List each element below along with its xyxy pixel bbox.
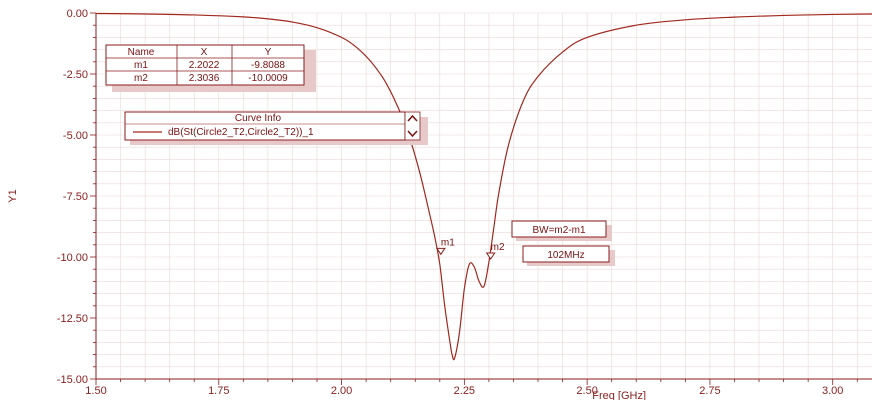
y-tick-label: -5.00 [63, 130, 88, 142]
marker-table[interactable]: Name X Y m1 2.2022 -9.8088 m2 2.3036 -10… [105, 44, 316, 92]
table-cell: -10.0009 [248, 73, 288, 84]
marker-table-frame [105, 44, 305, 86]
y-axis-label: Y1 [7, 189, 19, 202]
x-tick-label: 2.25 [454, 385, 475, 397]
y-tick-label: -15.00 [57, 374, 88, 386]
y-tick-label: 0.00 [67, 8, 88, 20]
curve-info-legend[interactable]: Curve Info dB(St(Circle2_T2,Circle2_T2))… [124, 111, 428, 145]
marker-m1-label: m1 [441, 237, 455, 248]
table-cell: m2 [134, 73, 148, 84]
scroll-up-icon[interactable] [407, 114, 418, 122]
table-cell: 2.2022 [189, 60, 220, 71]
table-header-x: X [201, 47, 208, 58]
curve-layer [95, 12, 872, 361]
bw-label-frame [511, 220, 607, 238]
legend-title: Curve Info [235, 113, 282, 124]
marker-layer: m1 m2 [435, 237, 505, 260]
table-cell: 2.3036 [189, 73, 220, 84]
y-tick-label: -12.50 [57, 313, 88, 325]
table-cell: m1 [134, 60, 148, 71]
x-tick-label: 1.50 [85, 385, 106, 397]
legend-entry: dB(St(Circle2_T2,Circle2_T2))_1 [168, 127, 314, 138]
table-header-name: Name [128, 47, 155, 58]
x-tick-label: 2.50 [576, 385, 597, 397]
x-axis-label: Freq [GHz] [592, 390, 646, 400]
x-tick-label: 1.75 [208, 385, 229, 397]
bw-label: BW=m2-m1 [532, 225, 586, 236]
series-line [95, 12, 872, 361]
y-tick-label: -2.50 [63, 69, 88, 81]
bw-value-frame [522, 245, 610, 263]
table-cell: -9.8088 [251, 60, 285, 71]
scroll-down-icon[interactable] [407, 130, 418, 138]
x-tick-label: 2.00 [331, 385, 352, 397]
x-tick-label: 2.75 [699, 385, 720, 397]
y-tick-label: -10.00 [57, 252, 88, 264]
y-tick-label: -7.50 [63, 191, 88, 203]
axes: 1.50 1.75 2.00 2.25 2.50 2.75 3.00 -15.00 -12.50… [7, 8, 872, 400]
marker-m2-label: m2 [491, 242, 505, 253]
legend-scrollbar[interactable] [404, 111, 421, 141]
bw-annotation[interactable]: BW=m2-m1 102MHz [511, 220, 615, 266]
x-tick-label: 3.00 [822, 385, 843, 397]
marker-m2-symbol[interactable] [485, 252, 496, 260]
table-header-y: Y [265, 47, 272, 58]
bw-value: 102MHz [547, 250, 584, 261]
marker-m1-symbol[interactable] [435, 247, 446, 256]
